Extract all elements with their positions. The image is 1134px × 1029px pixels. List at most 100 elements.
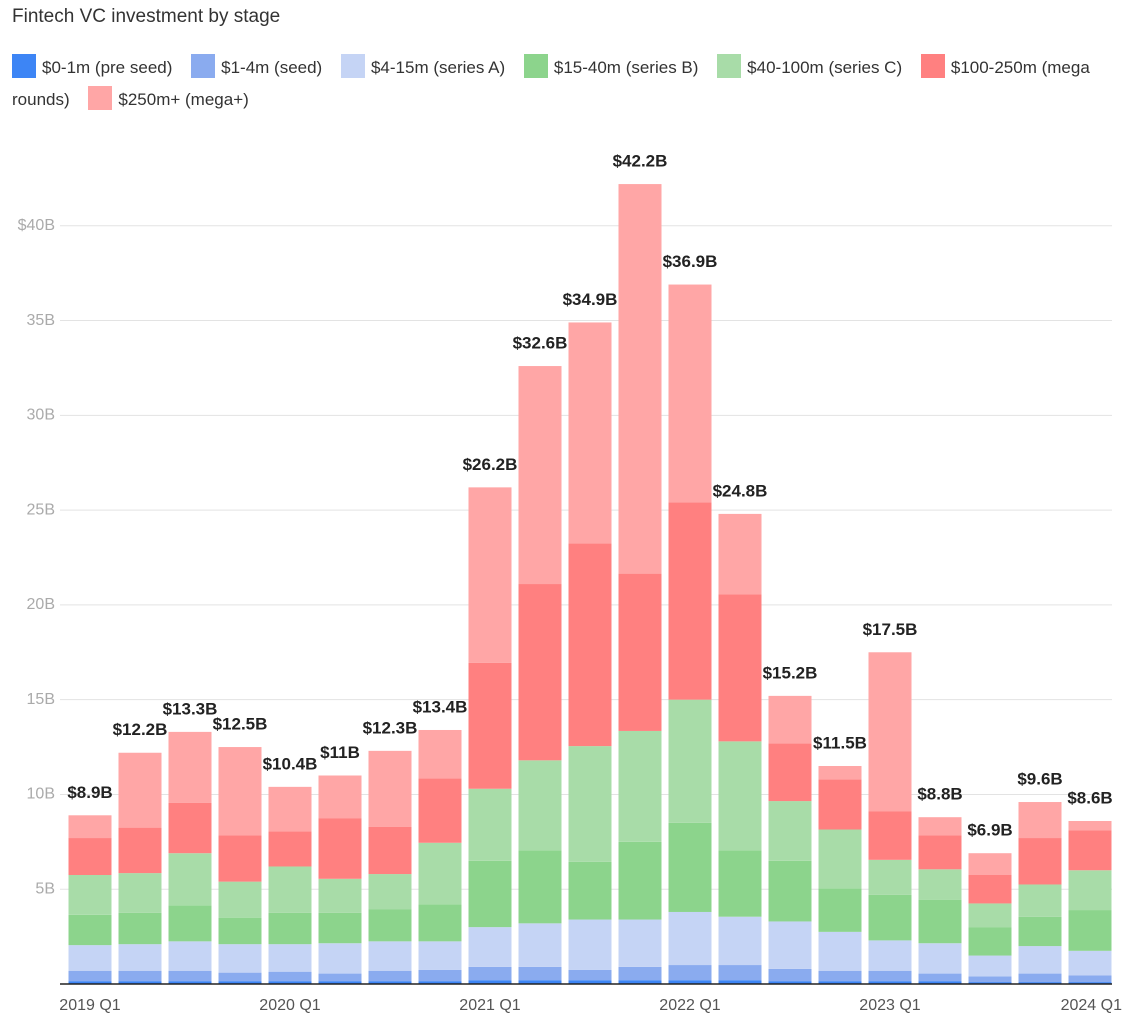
bar-segment bbox=[1068, 975, 1112, 983]
bar-segment bbox=[418, 904, 462, 942]
total-label: $12.5B bbox=[213, 715, 268, 734]
bar-segment bbox=[318, 973, 362, 982]
bar-segment bbox=[618, 573, 662, 731]
bar-segment bbox=[768, 921, 812, 969]
bar-segment bbox=[468, 980, 512, 984]
bar-segment bbox=[368, 909, 412, 942]
bar-segment bbox=[218, 835, 262, 882]
bar-segment bbox=[68, 838, 112, 876]
legend-label: $1-4m (seed) bbox=[221, 58, 323, 77]
bar-segment bbox=[418, 981, 462, 984]
bar-segment bbox=[968, 955, 1012, 977]
x-tick-label: 2023 Q1 bbox=[859, 997, 920, 1014]
bar-segment bbox=[568, 543, 612, 747]
bar-segment bbox=[968, 927, 1012, 956]
bar-segment bbox=[818, 970, 862, 982]
x-tick-label: 2021 Q1 bbox=[459, 997, 520, 1014]
bar-segment bbox=[718, 741, 762, 851]
bar-segment bbox=[518, 760, 562, 851]
bar-segment bbox=[1068, 982, 1112, 984]
bar-segment bbox=[218, 917, 262, 945]
bar-segment bbox=[118, 752, 162, 828]
y-tick-label: 30B bbox=[27, 407, 55, 424]
y-tick-label: 10B bbox=[27, 786, 55, 803]
bar-segment bbox=[218, 747, 262, 836]
bar-segment bbox=[68, 970, 112, 982]
bar-segment bbox=[918, 817, 962, 836]
total-label: $13.4B bbox=[413, 697, 468, 716]
bar-segment bbox=[968, 976, 1012, 983]
bar-segment bbox=[118, 827, 162, 874]
bar-segment bbox=[668, 965, 712, 981]
bar-segment bbox=[718, 916, 762, 966]
bar-segment bbox=[1068, 870, 1112, 911]
bar-segment bbox=[518, 584, 562, 761]
legend-label: $100-250m (mega rounds) bbox=[12, 58, 1090, 109]
total-label: $11B bbox=[320, 743, 360, 762]
legend-label: $40-100m (series C) bbox=[747, 58, 903, 77]
bar-segment bbox=[518, 923, 562, 967]
bar-segment bbox=[618, 730, 662, 842]
bar-segment bbox=[918, 869, 962, 900]
bar-segment bbox=[418, 778, 462, 843]
bar-segment bbox=[368, 970, 412, 982]
legend-item: $15-40m (series B) bbox=[523, 54, 699, 78]
y-tick-label: 25B bbox=[27, 501, 55, 518]
bar-segment bbox=[68, 914, 112, 946]
legend-swatch bbox=[12, 54, 36, 78]
bar-segment bbox=[168, 905, 212, 942]
bar-segment bbox=[718, 965, 762, 981]
legend-label: $15-40m (series B) bbox=[553, 58, 699, 77]
bar-segment bbox=[218, 972, 262, 982]
bar-segment bbox=[1018, 916, 1062, 947]
bar-segment bbox=[68, 875, 112, 915]
bar-segment bbox=[168, 853, 212, 906]
bar-segment bbox=[118, 912, 162, 945]
legend-swatch bbox=[88, 86, 113, 110]
bar-segment bbox=[218, 944, 262, 973]
bar-segment bbox=[268, 866, 312, 913]
legend-item: $250m+ (mega+) bbox=[88, 86, 249, 110]
legend-swatch bbox=[340, 54, 365, 78]
bar-segment bbox=[568, 322, 612, 544]
bar-segment bbox=[1018, 884, 1062, 917]
bar-segment bbox=[118, 970, 162, 982]
total-label: $10.4B bbox=[263, 754, 318, 773]
bar-segment bbox=[868, 652, 912, 812]
bar-segment bbox=[418, 842, 462, 905]
total-label: $6.9B bbox=[967, 821, 1012, 840]
bar-segment bbox=[718, 513, 762, 595]
bar-segment bbox=[918, 835, 962, 870]
bar-segment bbox=[1068, 830, 1112, 871]
bar-segment bbox=[818, 931, 862, 971]
bar-segment bbox=[518, 966, 562, 981]
bar-segment bbox=[768, 860, 812, 922]
legend-item: $1-4m (seed) bbox=[191, 54, 323, 78]
bar-segment bbox=[168, 970, 212, 982]
total-label: $13.3B bbox=[163, 699, 218, 718]
bar-segment bbox=[518, 980, 562, 984]
bar-segment bbox=[468, 662, 512, 789]
bar-segment bbox=[818, 888, 862, 932]
bar-segment bbox=[318, 943, 362, 974]
bar-segment bbox=[718, 850, 762, 917]
bar-segment bbox=[618, 966, 662, 981]
bar-segment bbox=[468, 788, 512, 861]
bar-segment bbox=[268, 971, 312, 982]
bar-segment bbox=[418, 941, 462, 970]
bar-segment bbox=[868, 981, 912, 984]
x-tick-label: 2022 Q1 bbox=[659, 997, 720, 1014]
bar-segment bbox=[318, 878, 362, 913]
bar-segment bbox=[918, 981, 962, 984]
bar-segment bbox=[868, 970, 912, 982]
bar-segment bbox=[1018, 946, 1062, 974]
bar-segment bbox=[368, 941, 412, 971]
chart-title: Fintech VC investment by stage bbox=[12, 6, 281, 27]
total-label: $8.6B bbox=[1067, 788, 1112, 807]
legend-label: $4-15m (series A) bbox=[370, 58, 506, 77]
bar-segment bbox=[818, 766, 862, 780]
legend-label: $250m+ (mega+) bbox=[118, 90, 249, 109]
bar-segment bbox=[418, 969, 462, 982]
bar-segment bbox=[568, 980, 612, 984]
